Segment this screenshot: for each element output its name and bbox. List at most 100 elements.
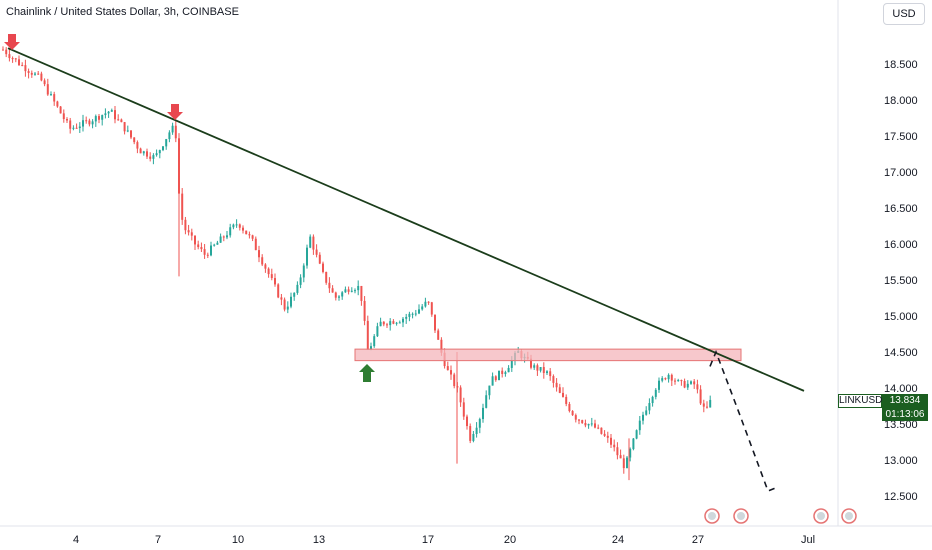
candle-body — [389, 321, 392, 326]
time-tick-label: 7 — [155, 534, 161, 546]
price-tag-value: 13.834 — [882, 394, 928, 408]
candle-body — [469, 426, 472, 441]
time-tick-label: Jul — [801, 534, 815, 546]
candle-body — [427, 301, 430, 303]
candle-body — [94, 116, 97, 122]
candle-body — [462, 402, 465, 417]
candle-body — [210, 245, 212, 256]
candle-body — [690, 381, 692, 384]
candle-body — [530, 358, 532, 368]
candle-body — [485, 395, 488, 408]
candle-body — [562, 392, 564, 397]
candle-body — [536, 365, 539, 371]
price-tick-label: 17.000 — [884, 167, 918, 179]
candle-body — [411, 313, 414, 315]
candle-body — [174, 125, 177, 139]
candle-body — [478, 419, 481, 428]
trendline — [7, 47, 805, 392]
candle-body — [107, 111, 110, 114]
candle-body — [533, 365, 536, 368]
candle-body — [664, 378, 667, 380]
candle-body — [8, 54, 11, 59]
candle-body — [581, 420, 584, 424]
candle-body — [187, 230, 190, 233]
candle-body — [539, 367, 542, 371]
candle-body — [555, 382, 558, 388]
candle-body — [402, 318, 404, 323]
candle-body — [123, 122, 126, 132]
candle-body — [254, 238, 257, 251]
candle-body — [158, 150, 161, 154]
candle-body — [331, 288, 334, 293]
candle-body — [155, 153, 158, 156]
candle-body — [162, 146, 164, 151]
candle-body — [222, 236, 225, 238]
candle-body — [558, 387, 561, 393]
candle-body — [5, 49, 8, 55]
candle-body — [293, 292, 296, 297]
candle-body — [270, 274, 273, 279]
price-tick-label: 13.500 — [884, 419, 918, 431]
candle-body — [709, 399, 712, 408]
candle-body — [450, 370, 452, 375]
candle-body — [152, 155, 155, 159]
price-tick-label: 13.000 — [884, 455, 918, 467]
candle-body — [491, 376, 494, 386]
candle-body — [104, 113, 107, 116]
candle-body — [142, 151, 145, 154]
candle-body — [40, 73, 43, 81]
candle-body — [242, 227, 244, 231]
candle-body — [139, 148, 142, 154]
candle-body — [504, 372, 507, 374]
candle-body — [206, 254, 209, 256]
candle-body — [696, 384, 699, 390]
candle-body — [171, 125, 174, 133]
candle-body — [283, 299, 286, 310]
time-tick-label: 4 — [73, 534, 79, 546]
candle-body — [46, 84, 49, 95]
candle-body — [56, 101, 59, 107]
candle-body — [62, 113, 65, 120]
candle-body — [549, 371, 552, 377]
candle-body — [133, 137, 136, 143]
candle-body — [168, 132, 171, 140]
candle-body — [334, 292, 337, 298]
candle-body — [120, 119, 123, 123]
candle-body — [619, 455, 622, 459]
candle-body — [328, 282, 331, 289]
candle-body — [299, 277, 302, 285]
sell-arrow-icon — [4, 34, 20, 50]
candle-body — [645, 410, 648, 415]
candle-body — [648, 403, 651, 411]
candle-body — [18, 59, 20, 66]
candle-body — [341, 292, 344, 297]
price-tick-label: 18.500 — [884, 59, 918, 71]
candle-body — [200, 247, 203, 250]
candle-body — [386, 324, 388, 326]
candle-body — [482, 407, 484, 420]
candle-body — [574, 415, 577, 420]
price-tag-countdown: 01:13:06 — [882, 408, 928, 421]
candle-body — [216, 242, 219, 245]
candle-body — [347, 289, 350, 292]
buy-arrow-icon — [359, 364, 375, 382]
candle-body — [414, 313, 417, 315]
candle-body — [421, 306, 424, 310]
candle-body — [149, 156, 152, 159]
candle-body — [702, 403, 705, 407]
candle-body — [392, 321, 395, 324]
candle-body — [434, 314, 436, 331]
currency-button[interactable]: USD — [883, 3, 925, 25]
candle-body — [34, 73, 36, 75]
candle-body — [117, 119, 120, 121]
price-tick-label: 16.000 — [884, 239, 918, 251]
candle-body — [440, 339, 443, 353]
candle-body — [277, 284, 280, 298]
candle-body — [706, 406, 708, 408]
candle-body — [638, 420, 641, 431]
candle-body — [344, 289, 347, 293]
candle-body — [197, 244, 200, 248]
candle-body — [78, 126, 81, 129]
